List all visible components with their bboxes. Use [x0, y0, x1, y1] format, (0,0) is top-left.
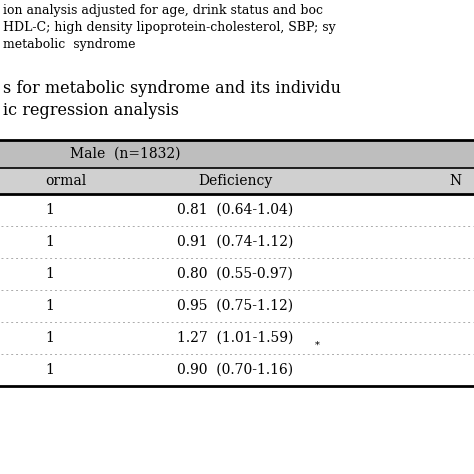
Text: ic regression analysis: ic regression analysis: [3, 102, 179, 119]
Text: *: *: [315, 340, 319, 349]
Text: 1: 1: [45, 331, 54, 345]
Text: 1: 1: [45, 267, 54, 281]
Text: 0.90  (0.70-1.16): 0.90 (0.70-1.16): [177, 363, 293, 377]
Text: N: N: [449, 174, 461, 188]
Text: HDL-C; high density lipoprotein-cholesterol, SBP; sy: HDL-C; high density lipoprotein-choleste…: [3, 21, 336, 34]
Text: metabolic  syndrome: metabolic syndrome: [3, 38, 136, 51]
Text: 0.81  (0.64-1.04): 0.81 (0.64-1.04): [177, 203, 293, 217]
Text: 0.91  (0.74-1.12): 0.91 (0.74-1.12): [177, 235, 293, 249]
Bar: [0, 354, 474, 386]
Bar: [0, 194, 474, 226]
Text: Deficiency: Deficiency: [198, 174, 272, 188]
Bar: [0, 140, 474, 168]
Text: 1: 1: [45, 299, 54, 313]
Text: ormal: ormal: [45, 174, 86, 188]
Text: 1.27  (1.01-1.59): 1.27 (1.01-1.59): [177, 331, 293, 345]
Text: 1: 1: [45, 235, 54, 249]
Text: 1: 1: [45, 203, 54, 217]
Text: 0.95  (0.75-1.12): 0.95 (0.75-1.12): [177, 299, 293, 313]
Text: Male  (n=1832): Male (n=1832): [70, 147, 181, 161]
Text: 1: 1: [45, 363, 54, 377]
Bar: [0, 168, 474, 194]
Bar: [0, 226, 474, 258]
Text: 0.80  (0.55-0.97): 0.80 (0.55-0.97): [177, 267, 293, 281]
Bar: [0, 258, 474, 290]
Text: s for metabolic syndrome and its individu: s for metabolic syndrome and its individ…: [3, 80, 341, 97]
Text: ion analysis adjusted for age, drink status and boc: ion analysis adjusted for age, drink sta…: [3, 4, 323, 17]
Bar: [0, 290, 474, 322]
Bar: [0, 322, 474, 354]
